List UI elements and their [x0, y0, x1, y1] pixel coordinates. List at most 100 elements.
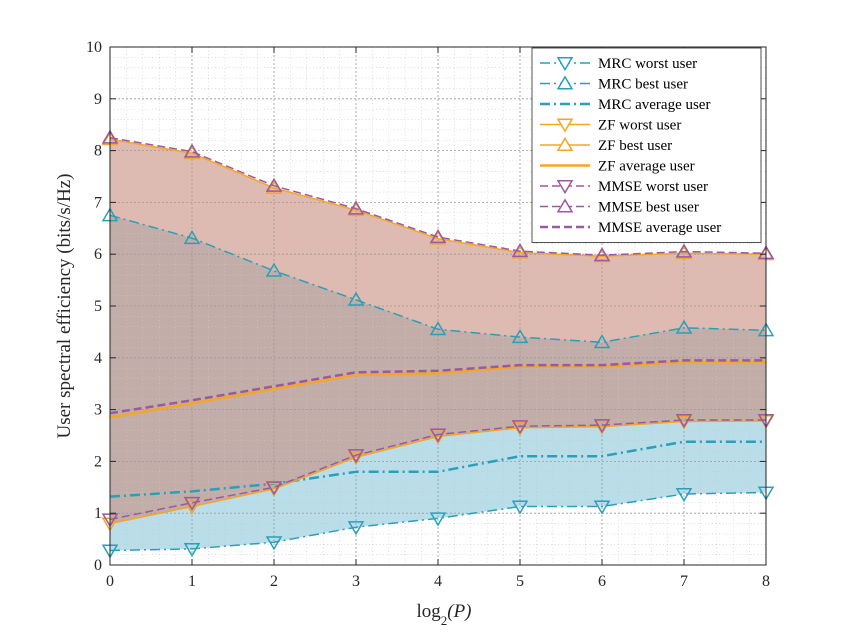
data-point [347, 449, 365, 464]
legend-item: MMSE average user [540, 220, 721, 236]
x-tick-label: 6 [598, 573, 606, 590]
series-line-zf-best-user [109, 138, 767, 258]
y-tick-label: 3 [94, 402, 102, 419]
x-tick-label: 8 [762, 573, 770, 590]
data-point [429, 428, 447, 443]
legend-item: MRC average user [540, 97, 710, 113]
data-point [593, 419, 611, 434]
series-line-mmse-best-user [109, 136, 767, 256]
legend-label: MMSE average user [598, 220, 721, 236]
legend-label: MMSE best user [598, 200, 699, 216]
legend-label: MRC best user [598, 77, 688, 93]
x-tick-label: 3 [352, 573, 360, 590]
data-point [593, 334, 611, 349]
legend-item: MMSE best user [540, 198, 699, 216]
data-point [347, 521, 365, 536]
data-point [265, 536, 283, 551]
data-point [511, 421, 529, 436]
data-point [675, 243, 693, 258]
x-axis-title-sub: 2 [441, 613, 448, 628]
data-point [511, 242, 529, 258]
x-axis-title-main: log [416, 601, 441, 622]
data-point [429, 430, 447, 445]
data-point [265, 482, 283, 497]
y-tick-label: 1 [94, 505, 102, 522]
data-point [347, 200, 365, 215]
data-point [429, 321, 447, 336]
data-point [265, 262, 283, 277]
x-tick-label: 7 [680, 573, 688, 590]
legend-marker [556, 198, 574, 213]
y-tick-label: 6 [94, 246, 102, 263]
data-point [511, 244, 529, 259]
legend-label: ZF best user [598, 138, 672, 154]
legend-item: ZF best user [540, 136, 672, 154]
series-line-zf-average-user [109, 360, 766, 419]
series-zf-average-user [109, 360, 766, 419]
data-point [183, 542, 201, 558]
y-tick-label: 7 [94, 194, 102, 211]
series-layer [101, 129, 775, 559]
y-axis-title: User spectral efficiency (bits/s/Hz) [54, 173, 75, 438]
legend: MRC worst user MRC best user MRC average u… [531, 47, 762, 243]
legend-item: MRC best user [540, 75, 688, 93]
series-line-mrc-worst-user [109, 491, 767, 552]
legend-label: MRC worst user [598, 56, 697, 72]
x-tick-label: 0 [106, 573, 114, 590]
x-axis-title-arg: (P) [447, 601, 471, 622]
legend-marker [556, 180, 574, 195]
data-point [675, 245, 693, 260]
data-point [429, 512, 447, 527]
legend-item: ZF average user [540, 159, 695, 175]
series-line-mmse-average-user [109, 359, 766, 415]
x-tick-label: 1 [188, 573, 196, 590]
data-point [675, 488, 693, 503]
series-line-mrc-average-user [109, 440, 766, 498]
data-point [183, 496, 201, 511]
data-point [265, 481, 283, 496]
legend-marker [556, 75, 574, 90]
data-point [675, 413, 693, 429]
data-point [675, 319, 693, 334]
series-mmse-worst-user [101, 413, 775, 528]
series-mmse-average-user [109, 359, 766, 415]
axes-layer: 0 1 2 3 4 5 6 7 8 0 1 2 3 4 5 6 7 8 9 10 [86, 39, 770, 590]
x-tick-label: 4 [434, 573, 442, 590]
x-tick-label: 5 [516, 573, 524, 590]
series-mrc-best-user [101, 207, 775, 349]
series-line-mmse-worst-user [109, 419, 766, 521]
y-tick-label: 10 [86, 39, 102, 56]
legend-label: MRC average user [598, 97, 710, 113]
x-axis-title: log2(P) [416, 601, 471, 628]
y-tick-label: 4 [94, 350, 102, 367]
data-point [429, 228, 447, 244]
x-tick-label: 2 [270, 573, 278, 590]
series-mrc-worst-user [101, 486, 775, 559]
data-point [511, 500, 529, 515]
data-point [593, 420, 611, 435]
series-mrc-average-user [109, 440, 766, 498]
data-point [511, 420, 529, 435]
data-point [347, 451, 365, 466]
y-tick-label: 2 [94, 453, 102, 470]
data-point [265, 177, 283, 192]
legend-item: ZF worst user [540, 118, 681, 134]
legend-label: ZF worst user [598, 118, 681, 134]
y-tick-label: 0 [94, 557, 102, 574]
data-point [183, 500, 201, 515]
data-point [183, 143, 201, 158]
data-point [429, 230, 447, 245]
legend-item: MRC worst user [540, 56, 697, 72]
legend-label: ZF average user [598, 159, 695, 175]
data-point [183, 230, 201, 245]
data-point [347, 202, 365, 217]
y-tick-label: 5 [94, 298, 102, 315]
legend-label: MMSE worst user [598, 179, 708, 195]
legend-marker [556, 118, 574, 133]
series-zf-worst-user [101, 414, 775, 532]
series-line-zf-worst-user [109, 420, 767, 525]
data-point [593, 500, 611, 515]
legend-marker [556, 57, 574, 72]
